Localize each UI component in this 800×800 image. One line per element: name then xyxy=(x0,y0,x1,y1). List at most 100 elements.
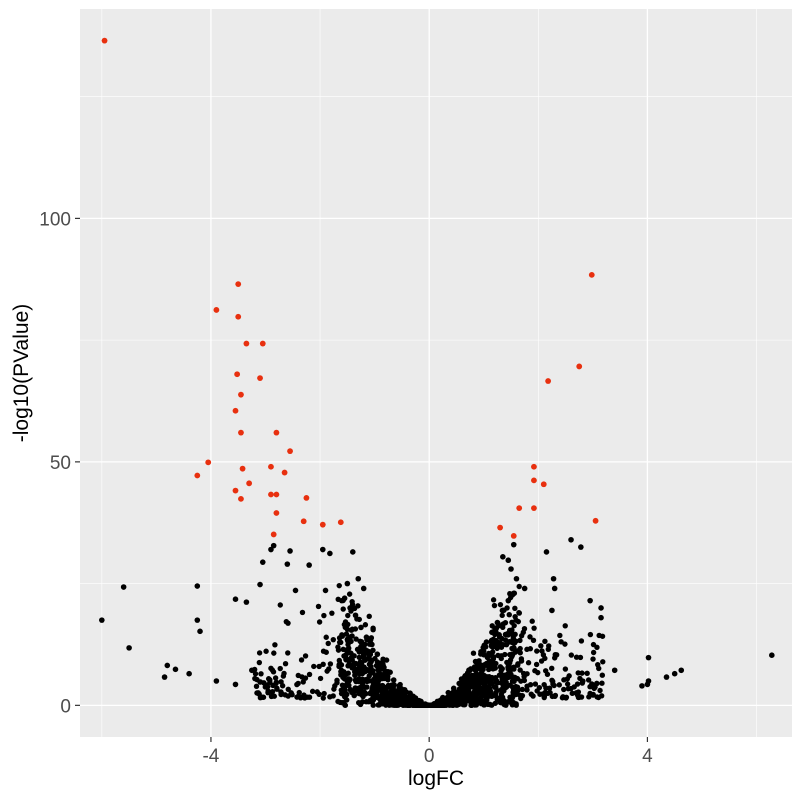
point-background xyxy=(253,683,260,689)
point-background xyxy=(335,644,341,650)
point-background xyxy=(484,654,491,661)
point-background xyxy=(356,649,362,655)
point-background xyxy=(512,639,518,645)
point-background xyxy=(577,654,584,661)
point-background xyxy=(366,673,372,679)
y-tick-label: 50 xyxy=(50,453,71,474)
point-background xyxy=(262,684,268,690)
points-significant xyxy=(101,37,599,539)
point-background xyxy=(267,677,273,683)
point-background xyxy=(385,673,391,680)
point-background xyxy=(360,693,366,700)
point-background xyxy=(542,638,548,644)
point-background xyxy=(390,698,396,704)
point-background xyxy=(375,671,381,678)
point-background xyxy=(467,699,474,705)
point-background xyxy=(487,680,494,686)
point-significant xyxy=(257,375,263,382)
point-background xyxy=(507,660,513,666)
point-background xyxy=(499,676,505,682)
point-background xyxy=(569,690,575,697)
point xyxy=(363,634,370,640)
point-background xyxy=(561,686,567,693)
point-background xyxy=(343,656,349,663)
point-background xyxy=(470,650,477,656)
point xyxy=(232,596,239,602)
y-axis-tick-labels: 0 50 100 xyxy=(39,209,71,717)
point xyxy=(568,536,574,543)
point xyxy=(186,670,192,677)
point-background xyxy=(496,696,503,702)
point-background xyxy=(361,689,368,696)
point-background xyxy=(320,661,326,668)
point-background xyxy=(524,671,530,677)
point xyxy=(445,689,452,696)
point-background xyxy=(365,667,372,674)
grid-major-lines xyxy=(80,9,792,737)
point-background xyxy=(587,631,594,638)
point-background xyxy=(336,657,343,664)
point xyxy=(358,624,364,631)
point-background xyxy=(309,688,316,695)
point-significant xyxy=(270,531,277,538)
x-tick-label: 4 xyxy=(642,746,653,767)
point-background xyxy=(591,685,597,692)
point xyxy=(663,674,670,680)
point-background xyxy=(376,702,382,708)
point xyxy=(639,683,645,689)
point-background xyxy=(352,677,359,683)
point-background xyxy=(340,674,346,681)
point xyxy=(352,612,359,619)
point xyxy=(344,580,351,587)
point xyxy=(243,599,250,605)
point-background xyxy=(517,667,523,673)
point-background xyxy=(498,635,505,642)
point-background xyxy=(573,690,579,696)
point xyxy=(645,654,652,661)
point xyxy=(257,581,263,588)
point-background xyxy=(513,702,519,708)
point-background xyxy=(512,691,518,698)
point-background xyxy=(330,636,336,643)
point-background xyxy=(409,701,416,708)
x-tick-label: 0 xyxy=(424,746,435,767)
point-background xyxy=(397,693,403,699)
point xyxy=(505,597,512,604)
point-significant xyxy=(238,391,244,398)
point-background xyxy=(363,698,369,705)
point-background xyxy=(397,701,403,707)
point xyxy=(327,550,333,557)
point xyxy=(197,628,203,635)
point-background xyxy=(348,627,355,633)
point xyxy=(472,658,479,665)
point-background xyxy=(362,656,368,663)
point-significant xyxy=(232,407,239,414)
point-background xyxy=(302,653,309,659)
point-background xyxy=(370,647,376,654)
point-background xyxy=(272,675,279,681)
point-background xyxy=(362,622,369,628)
point xyxy=(467,667,473,674)
point-significant xyxy=(545,378,552,384)
point xyxy=(369,641,375,648)
point-background xyxy=(395,687,401,694)
point-background xyxy=(480,664,486,670)
point-background xyxy=(368,663,374,670)
point-background xyxy=(541,694,547,701)
point xyxy=(489,629,495,636)
point-background xyxy=(532,681,539,687)
point xyxy=(644,681,651,688)
x-axis-title: logFC xyxy=(408,767,464,790)
point-background xyxy=(488,702,494,708)
point-background xyxy=(503,641,510,648)
point xyxy=(270,542,277,549)
point-background xyxy=(562,666,569,672)
point-background xyxy=(524,687,530,693)
point-background xyxy=(509,684,516,690)
point xyxy=(598,605,604,611)
point xyxy=(461,674,468,680)
point-background xyxy=(497,601,504,608)
point-significant xyxy=(234,371,241,378)
point-background xyxy=(595,694,602,701)
point-background xyxy=(382,700,388,706)
